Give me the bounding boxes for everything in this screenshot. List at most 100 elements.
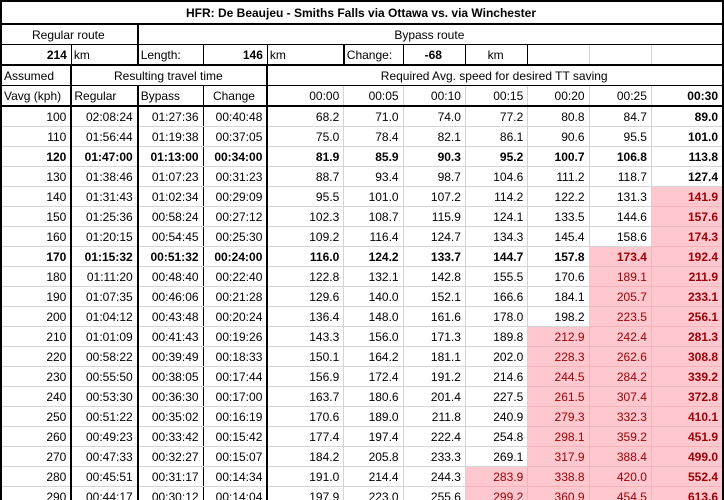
cell-change-time[interactable]: 00:22:40	[203, 266, 269, 287]
cell-required-speed[interactable]: 95.5	[267, 186, 345, 207]
cell-required-speed[interactable]: 177.4	[267, 426, 345, 447]
cell-bypass-time[interactable]: 00:32:27	[137, 446, 204, 467]
cell-vavg[interactable]: 260	[1, 426, 73, 447]
cell-required-speed[interactable]: 191.2	[403, 366, 466, 387]
cell-required-speed[interactable]: 284.2	[589, 366, 652, 387]
cell-regular-time[interactable]: 01:56:44	[71, 126, 139, 147]
cell-change-time[interactable]: 00:14:04	[203, 486, 269, 500]
cell-regular-time[interactable]: 01:01:09	[71, 326, 139, 347]
cell-required-speed[interactable]: 613.6	[651, 486, 724, 500]
cell-required-speed[interactable]: 388.4	[589, 446, 652, 467]
cell-required-speed[interactable]: 308.8	[651, 346, 724, 367]
saving-column-header[interactable]: 00:25	[589, 85, 652, 107]
cell-change-time[interactable]: 00:21:28	[203, 286, 269, 307]
cell-required-speed[interactable]: 339.2	[651, 366, 724, 387]
cell-bypass-time[interactable]: 00:31:17	[137, 466, 204, 487]
cell-bypass-time[interactable]: 01:19:38	[137, 126, 204, 147]
cell-required-speed[interactable]: 116.0	[267, 246, 345, 267]
cell-required-speed[interactable]: 145.4	[527, 226, 590, 247]
regular-column-header[interactable]: Regular	[71, 85, 139, 107]
cell-required-speed[interactable]: 499.0	[651, 446, 724, 467]
cell-bypass-time[interactable]: 00:36:30	[137, 386, 204, 407]
saving-column-header[interactable]: 00:10	[403, 85, 466, 107]
cell-required-speed[interactable]: 124.7	[403, 226, 466, 247]
cell-bypass-time[interactable]: 00:54:45	[137, 226, 204, 247]
cell-required-speed[interactable]: 106.8	[589, 146, 652, 167]
cell-vavg[interactable]: 150	[1, 206, 73, 227]
saving-column-header[interactable]: 00:15	[465, 85, 529, 107]
cell-required-speed[interactable]: 255.6	[403, 486, 466, 500]
cell-required-speed[interactable]: 77.2	[465, 106, 529, 127]
cell-bypass-time[interactable]: 01:02:34	[137, 186, 204, 207]
cell-vavg[interactable]: 110	[1, 126, 73, 147]
cell-vavg[interactable]: 170	[1, 246, 73, 267]
cell-bypass-time[interactable]: 00:46:06	[137, 286, 204, 307]
cell-regular-time[interactable]: 00:58:22	[71, 346, 139, 367]
cell-required-speed[interactable]: 223.5	[589, 306, 652, 327]
cell-required-speed[interactable]: 104.6	[465, 166, 529, 187]
cell-required-speed[interactable]: 93.4	[343, 166, 404, 187]
cell-regular-time[interactable]: 00:44:17	[71, 486, 139, 500]
cell-required-speed[interactable]: 205.8	[343, 446, 404, 467]
cell-required-speed[interactable]: 113.8	[651, 146, 724, 167]
cell-required-speed[interactable]: 244.3	[403, 466, 466, 487]
cell-km-unit[interactable]: km	[267, 44, 345, 66]
cell-required-speed[interactable]: 122.8	[267, 266, 345, 287]
cell-required-speed[interactable]: 172.4	[343, 366, 404, 387]
cell-bypass-time[interactable]: 00:43:48	[137, 306, 204, 327]
cell-regular-time[interactable]: 00:45:51	[71, 466, 139, 487]
cell-required-speed[interactable]: 184.2	[267, 446, 345, 467]
cell-required-speed[interactable]: 107.2	[403, 186, 466, 207]
cell-required-speed[interactable]: 332.3	[589, 406, 652, 427]
cell-required-speed[interactable]: 410.1	[651, 406, 724, 427]
cell-required-speed[interactable]: 212.9	[527, 326, 590, 347]
change-column-header[interactable]: Change	[203, 85, 269, 107]
cell-required-speed[interactable]: 68.2	[267, 106, 345, 127]
cell-regular-time[interactable]: 00:47:33	[71, 446, 139, 467]
cell-required-speed[interactable]: 197.4	[343, 426, 404, 447]
cell-regular-time[interactable]: 02:08:24	[71, 106, 139, 127]
cell-required-speed[interactable]: 164.2	[343, 346, 404, 367]
cell-required-speed[interactable]: 372.8	[651, 386, 724, 407]
cell-required-speed[interactable]: 109.2	[267, 226, 345, 247]
cell-required-speed[interactable]: 163.7	[267, 386, 345, 407]
cell-change-time[interactable]: 00:18:33	[203, 346, 269, 367]
cell-required-speed[interactable]: 95.5	[589, 126, 652, 147]
cell-required-speed[interactable]: 156.9	[267, 366, 345, 387]
cell-required-speed[interactable]: 101.0	[343, 186, 404, 207]
cell-regular-time[interactable]: 01:47:00	[71, 146, 139, 167]
cell-change-time[interactable]: 00:15:42	[203, 426, 269, 447]
cell-required-speed[interactable]: 122.2	[527, 186, 590, 207]
cell-required-speed[interactable]: 152.1	[403, 286, 466, 307]
cell-required-speed[interactable]: 173.4	[589, 246, 652, 267]
cell-vavg[interactable]: 130	[1, 166, 73, 187]
cell-bypass-time[interactable]: 00:51:32	[137, 246, 204, 267]
cell-required-speed[interactable]: 283.9	[465, 466, 529, 487]
cell-regular-time[interactable]: 00:55:50	[71, 366, 139, 387]
cell-required-speed[interactable]: 118.7	[589, 166, 652, 187]
cell-change-time[interactable]: 00:14:34	[203, 466, 269, 487]
saving-column-header[interactable]: 00:00	[267, 85, 345, 107]
page-title[interactable]: HFR: De Beaujeu - Smiths Falls via Ottaw…	[1, 1, 724, 25]
cell-required-speed[interactable]: 233.3	[403, 446, 466, 467]
cell-required-speed[interactable]: 261.5	[527, 386, 590, 407]
cell-required-speed[interactable]: 95.2	[465, 146, 529, 167]
cell-regular-time[interactable]: 01:25:36	[71, 206, 139, 227]
cell-change-time[interactable]: 00:17:00	[203, 386, 269, 407]
cell-required-speed[interactable]: 86.1	[465, 126, 529, 147]
cell-required-speed[interactable]: 211.9	[651, 266, 724, 287]
saving-column-header[interactable]: 00:20	[527, 85, 590, 107]
cell-bypass-time[interactable]: 00:33:42	[137, 426, 204, 447]
cell-required-speed[interactable]: 157.6	[651, 206, 724, 227]
cell-required-speed[interactable]: 211.8	[403, 406, 466, 427]
cell-bypass-time[interactable]: 00:41:43	[137, 326, 204, 347]
cell-change-time[interactable]: 00:19:26	[203, 326, 269, 347]
bypass-column-header[interactable]: Bypass	[137, 85, 204, 107]
cell-required-speed[interactable]: 298.1	[527, 426, 590, 447]
cell-required-speed[interactable]: 205.7	[589, 286, 652, 307]
cell-required-speed[interactable]: 90.3	[403, 146, 466, 167]
cell-required-speed[interactable]: 262.6	[589, 346, 652, 367]
cell-required-speed[interactable]: 144.7	[465, 246, 529, 267]
saving-column-header[interactable]: 00:05	[343, 85, 404, 107]
saving-column-header[interactable]: 00:30	[651, 85, 724, 107]
